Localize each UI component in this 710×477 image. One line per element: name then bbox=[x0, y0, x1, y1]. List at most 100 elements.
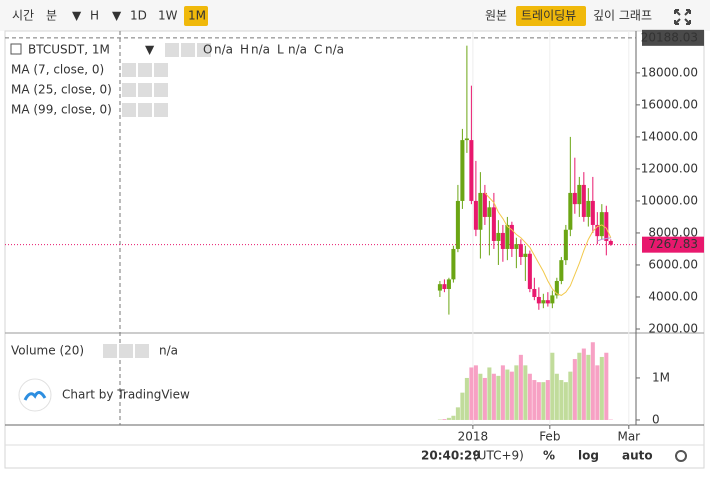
candle-body bbox=[464, 138, 469, 141]
legend-icon[interactable] bbox=[154, 103, 168, 117]
volume-bar bbox=[451, 415, 456, 420]
candle-body bbox=[581, 184, 586, 217]
legend-icon[interactable] bbox=[122, 83, 136, 97]
volume-bar bbox=[482, 377, 487, 420]
candle-body bbox=[595, 224, 600, 237]
y-tick-label: 0 bbox=[652, 412, 660, 426]
legend-icon[interactable] bbox=[122, 63, 136, 77]
volume-bar bbox=[509, 371, 514, 420]
legend-icon[interactable] bbox=[138, 103, 152, 117]
toolbar-button[interactable] bbox=[480, 6, 514, 26]
legend-icon[interactable] bbox=[197, 43, 211, 57]
toolbar-label: 원본 bbox=[485, 9, 507, 23]
legend-icon[interactable] bbox=[165, 43, 179, 57]
volume-bar bbox=[469, 367, 474, 420]
settings-icon[interactable] bbox=[675, 450, 687, 462]
last-price-box bbox=[642, 236, 704, 253]
legend-icon[interactable] bbox=[138, 83, 152, 97]
candle-body bbox=[572, 192, 577, 205]
toolbar-button[interactable] bbox=[42, 6, 82, 26]
ohlc-key: C bbox=[314, 43, 322, 57]
volume-bar bbox=[514, 365, 519, 420]
candle-body bbox=[442, 284, 447, 289]
y-tick-label: 18000.00 bbox=[641, 65, 698, 79]
status-button[interactable]: log bbox=[578, 449, 599, 463]
ohlc-value: n/a bbox=[325, 43, 344, 57]
volume-bar bbox=[577, 352, 582, 420]
volume-bar bbox=[604, 352, 609, 420]
toolbar-button[interactable] bbox=[154, 6, 180, 26]
volume-bar bbox=[536, 382, 541, 420]
legend-icon[interactable] bbox=[119, 344, 133, 358]
volume-bar bbox=[500, 365, 505, 420]
candle-body bbox=[545, 300, 550, 304]
candle-body bbox=[487, 207, 492, 217]
legend-icon[interactable] bbox=[135, 344, 149, 358]
y-tick-label: 14000.00 bbox=[641, 129, 698, 143]
y-tick-label: 16000.00 bbox=[641, 97, 698, 111]
legend-icon[interactable] bbox=[154, 83, 168, 97]
last-price-label: 7267.83 bbox=[648, 237, 698, 251]
candle-body bbox=[469, 140, 474, 201]
ohlc-key: L bbox=[277, 43, 284, 57]
collapse-button[interactable] bbox=[10, 43, 22, 55]
volume-bar bbox=[586, 354, 591, 420]
toolbar-button[interactable] bbox=[516, 6, 586, 26]
volume-bar bbox=[532, 380, 537, 420]
volume-bar bbox=[545, 380, 550, 420]
x-tick-label: 2018 bbox=[458, 430, 489, 444]
candle-body bbox=[500, 232, 505, 249]
volume-bar bbox=[491, 373, 496, 420]
legend-icon[interactable] bbox=[103, 344, 117, 358]
volume-bar bbox=[446, 417, 451, 420]
volume-bar bbox=[559, 380, 564, 420]
fullscreen-icon[interactable] bbox=[674, 9, 691, 25]
watermark-logo bbox=[18, 378, 52, 412]
toolbar-label: 트레이딩뷰 bbox=[521, 9, 576, 23]
legend-icon[interactable] bbox=[122, 103, 136, 117]
candle-body bbox=[554, 280, 559, 296]
status-button[interactable]: % bbox=[543, 449, 555, 463]
ohlc-key: H bbox=[240, 43, 249, 57]
ohlc-value: n/a bbox=[214, 43, 233, 57]
volume-bar bbox=[568, 371, 573, 420]
candle-body bbox=[518, 244, 523, 257]
volume-value: n/a bbox=[159, 344, 178, 358]
candle-body bbox=[577, 184, 582, 205]
legend-icon[interactable] bbox=[138, 63, 152, 77]
ohlc-value: n/a bbox=[288, 43, 307, 57]
candle-body bbox=[478, 192, 483, 230]
candle-body bbox=[527, 253, 532, 289]
max-price-box bbox=[642, 29, 704, 46]
volume-bar bbox=[595, 365, 600, 420]
dropdown-arrow: ▼ bbox=[112, 9, 122, 23]
candle-body bbox=[451, 248, 456, 280]
ma-line bbox=[597, 237, 611, 242]
legend-icon[interactable] bbox=[154, 63, 168, 77]
volume-bar bbox=[442, 419, 447, 420]
status-button[interactable]: auto bbox=[622, 449, 653, 463]
volume-bar bbox=[518, 354, 523, 420]
candle-body bbox=[509, 224, 514, 249]
legend-icon[interactable] bbox=[181, 43, 195, 57]
timezone: (UTC+9) bbox=[473, 449, 524, 463]
volume-bar bbox=[541, 382, 546, 420]
y-tick-label: 12000.00 bbox=[641, 161, 698, 175]
volume-bar bbox=[464, 377, 469, 420]
candle-body bbox=[491, 207, 496, 241]
max-price-label: 20188.03 bbox=[641, 30, 698, 44]
toolbar-button[interactable] bbox=[86, 6, 122, 26]
toolbar-button[interactable] bbox=[8, 6, 38, 26]
chart-title: BTCUSDT, 1M bbox=[28, 43, 110, 57]
x-tick-label: Feb bbox=[539, 430, 560, 444]
candle-body bbox=[599, 212, 604, 237]
volume-bar bbox=[478, 373, 483, 420]
toolbar-button[interactable] bbox=[126, 6, 150, 26]
volume-bar bbox=[455, 407, 460, 420]
volume-bar bbox=[554, 373, 559, 420]
toolbar-button[interactable] bbox=[184, 6, 208, 26]
candle-body bbox=[505, 224, 510, 249]
volume-bar bbox=[505, 369, 510, 420]
toolbar-button[interactable] bbox=[588, 6, 664, 26]
